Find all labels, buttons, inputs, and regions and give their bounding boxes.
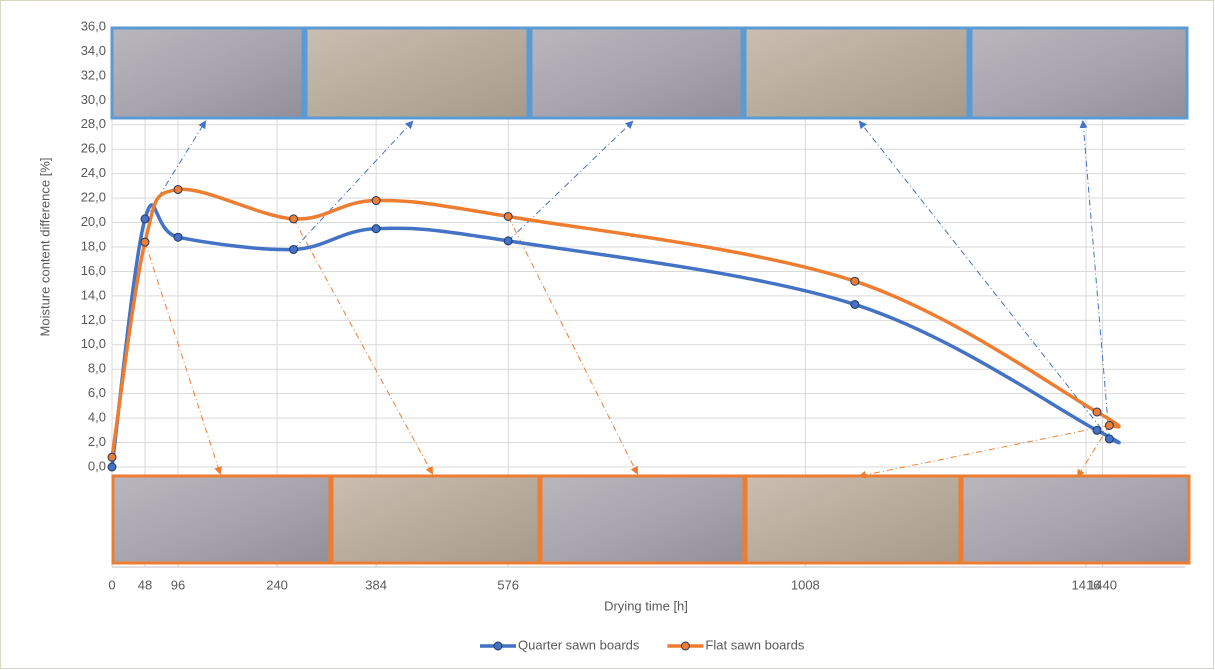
y-tick-label: 14,0 [81,287,106,302]
data-point [504,237,512,245]
data-point [372,197,380,205]
y-tick-label: 20,0 [81,214,106,229]
x-tick-label: 1440 [1088,577,1117,592]
y-tick-label: 10,0 [81,336,106,351]
data-point [1105,435,1113,443]
x-axis-title: Drying time [h] [604,598,688,613]
data-point [372,225,380,233]
data-point [290,215,298,223]
data-point [1093,408,1101,416]
photo [962,476,1189,563]
legend-label: Flat sawn boards [705,637,804,652]
y-tick-label: 34,0 [81,43,106,58]
photo [332,476,539,563]
photo [541,476,744,563]
top-photos [112,28,1187,118]
page: {"chart_data": { "type": "line", "x_labe… [0,0,1215,670]
data-point [1093,426,1101,434]
y-tick-label: 2,0 [88,434,106,449]
y-tick-label: 26,0 [81,141,106,156]
x-tick-label: 0 [108,577,115,592]
y-tick-label: 18,0 [81,238,106,253]
data-point [174,186,182,194]
y-tick-label: 8,0 [88,361,106,376]
chart: Drying time [h] Moisture content differe… [0,0,1215,670]
data-point [1105,421,1113,429]
y-tick-label: 22,0 [81,190,106,205]
legend-marker [681,642,689,650]
y-axis-title: Moisture content difference [%] [37,158,52,337]
photo [971,28,1187,118]
x-tick-label: 1008 [791,577,820,592]
photo [746,476,960,563]
photo [531,28,742,118]
y-tick-label: 12,0 [81,312,106,327]
legend-marker [494,642,502,650]
data-point [108,463,116,471]
data-point [141,215,149,223]
y-tick-label: 36,0 [81,18,106,33]
x-tick-label: 96 [171,577,185,592]
y-tick-label: 0,0 [88,458,106,473]
data-point [851,277,859,285]
data-point [290,245,298,253]
y-tick-label: 6,0 [88,385,106,400]
y-tick-label: 28,0 [81,116,106,131]
photo [112,28,303,118]
y-tick-label: 4,0 [88,410,106,425]
y-tick-label: 30,0 [81,92,106,107]
data-point [108,453,116,461]
x-tick-label: 384 [365,577,387,592]
photo [113,476,330,563]
photo [745,28,968,118]
y-tick-label: 24,0 [81,165,106,180]
data-point [504,212,512,220]
y-tick-label: 32,0 [81,67,106,82]
y-tick-label: 16,0 [81,263,106,278]
data-point [851,300,859,308]
x-tick-label: 48 [138,577,152,592]
x-tick-label: 576 [497,577,519,592]
bottom-photos [113,476,1189,563]
legend-label: Quarter sawn boards [518,637,640,652]
data-point [141,238,149,246]
data-point [174,233,182,241]
photo [306,28,528,118]
x-tick-label: 240 [266,577,288,592]
